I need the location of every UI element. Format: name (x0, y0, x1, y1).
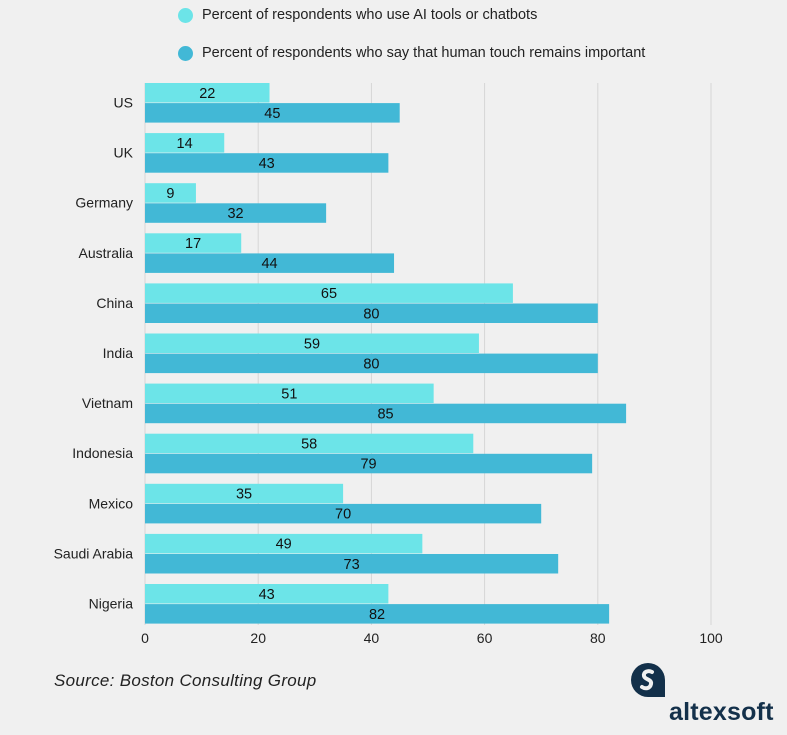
bar (145, 554, 559, 574)
category-label: Indonesia (72, 445, 133, 461)
bar (145, 403, 627, 424)
category-label: Vietnam (82, 395, 133, 411)
data-label: 59 (304, 336, 320, 352)
category-label: Saudi Arabia (54, 545, 134, 561)
bar (145, 153, 389, 173)
x-tick-label: 0 (141, 630, 149, 646)
x-tick-label: 20 (250, 630, 266, 646)
x-tick-label: 40 (364, 630, 380, 646)
category-label: Nigeria (89, 596, 134, 612)
x-tick-label: 80 (590, 630, 606, 646)
bar (145, 483, 344, 504)
data-label: 32 (227, 206, 243, 222)
data-label: 73 (344, 557, 360, 573)
data-label: 82 (369, 607, 385, 623)
bar (145, 203, 327, 223)
bar (145, 383, 434, 404)
data-label: 43 (259, 587, 275, 603)
bar (145, 453, 593, 474)
bar (145, 533, 423, 554)
bar (145, 253, 395, 273)
source-note: Source: Boston Consulting Group (54, 671, 317, 690)
data-label: 17 (185, 236, 201, 252)
data-label: 45 (264, 106, 280, 122)
data-label: 65 (321, 286, 337, 302)
data-label: 80 (363, 306, 379, 322)
category-label: Australia (79, 245, 134, 261)
bar (145, 103, 400, 123)
x-tick-label: 100 (699, 630, 723, 646)
bar (145, 584, 389, 604)
bar (145, 133, 225, 153)
data-label: 43 (259, 156, 275, 172)
bar (145, 303, 598, 323)
bar (145, 503, 542, 524)
bar (145, 233, 242, 253)
category-label: UK (114, 145, 134, 161)
bar (145, 333, 479, 353)
data-label: 85 (377, 406, 393, 422)
category-label: US (114, 95, 133, 111)
altexsoft-logo-icon (631, 663, 665, 697)
data-label: 58 (301, 436, 317, 452)
data-label: 79 (360, 457, 376, 473)
legend-swatch (178, 7, 193, 23)
data-label: 49 (276, 537, 292, 553)
legend-item-human-touch: Percent of respondents who say that huma… (178, 45, 645, 61)
category-label: Mexico (89, 495, 134, 511)
data-label: 22 (199, 86, 215, 102)
data-label: 80 (363, 356, 379, 372)
category-label: China (96, 295, 133, 311)
legend-item-ai-tools: Percent of respondents who use AI tools … (178, 7, 537, 23)
bar (145, 604, 610, 624)
data-label: 44 (261, 256, 277, 272)
data-label: 51 (281, 386, 297, 402)
category-label: India (103, 345, 134, 361)
legend-label: Percent of respondents who say that huma… (202, 45, 646, 61)
category-label: Germany (75, 195, 133, 211)
data-label: 9 (166, 186, 174, 202)
legend-swatch (178, 45, 193, 61)
bar (145, 283, 513, 303)
x-tick-label: 60 (477, 630, 493, 646)
bar (145, 83, 270, 103)
data-label: 70 (335, 507, 351, 523)
logo-text: altexsoft (669, 698, 774, 726)
data-label: 35 (236, 487, 252, 503)
bar (145, 353, 598, 374)
legend-label: Percent of respondents who use AI tools … (202, 7, 538, 23)
bar (145, 433, 474, 454)
bar (145, 183, 196, 203)
data-label: 14 (177, 136, 193, 152)
